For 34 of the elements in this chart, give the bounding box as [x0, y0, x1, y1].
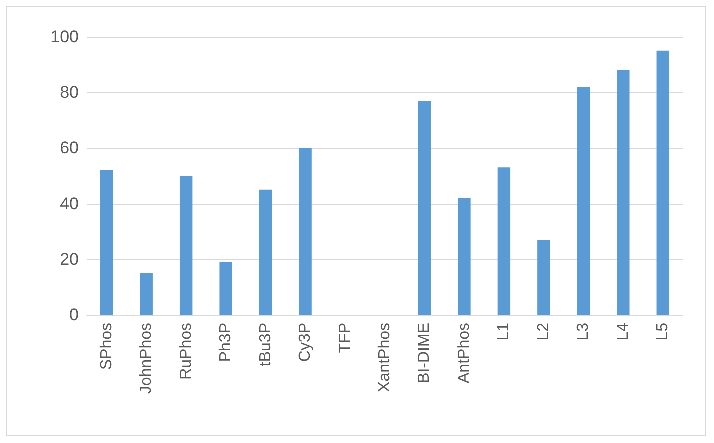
bar [299, 148, 312, 315]
x-tick-label: L5 [654, 322, 672, 341]
x-tick-label: AntPhos [456, 323, 473, 384]
bar [577, 87, 590, 315]
x-tick-label: Cy3P [297, 323, 314, 362]
bar [418, 100, 432, 315]
y-tick-label: 100 [50, 28, 79, 46]
x-tick-label: JohnPhos [138, 323, 156, 394]
bar [220, 262, 232, 315]
x-tick-label: BI-DIME [416, 323, 434, 384]
y-tick-label: 40 [60, 194, 79, 214]
x-tick-label: RuPhos [178, 323, 195, 380]
bar [458, 198, 471, 315]
x-tick-label: tBu3P [257, 323, 274, 367]
y-tick-label: 60 [60, 138, 79, 158]
y-tick-label: 80 [60, 83, 79, 102]
x-tick-label: L3 [575, 322, 592, 341]
x-tick-label: Ph3P [218, 323, 235, 362]
x-tick-label: XantPhos [376, 323, 394, 392]
x-tick-label: SPhos [98, 323, 116, 370]
bar [180, 176, 193, 315]
x-tick-label: L2 [535, 322, 552, 341]
bar [259, 190, 272, 315]
bar [617, 70, 630, 315]
bar [498, 168, 511, 315]
x-tick-label: L4 [614, 322, 632, 341]
y-tick-label: 20 [60, 250, 79, 269]
bar [140, 273, 153, 315]
x-tick-label: L1 [496, 322, 513, 341]
x-tick-label: TFP [336, 323, 354, 354]
bar [538, 240, 550, 315]
bar [656, 50, 670, 315]
bar [100, 170, 114, 315]
y-tick-label: 0 [70, 306, 79, 324]
